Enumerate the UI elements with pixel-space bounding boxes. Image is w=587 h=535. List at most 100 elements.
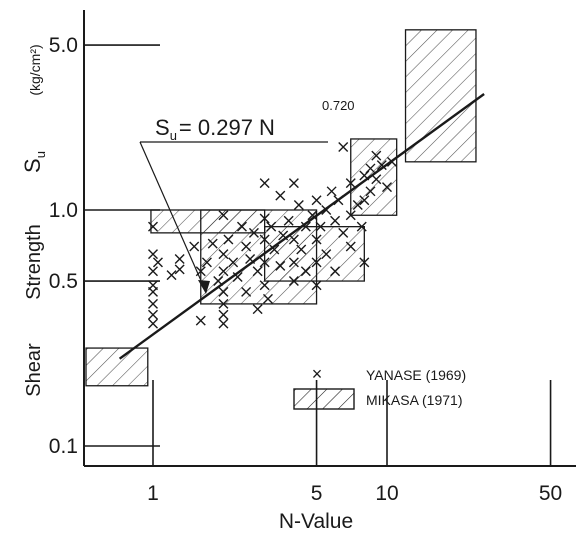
x-axis-label: N-Value	[279, 510, 353, 533]
yanase-point-62	[321, 249, 332, 260]
yanase-point-0	[148, 249, 158, 260]
yanase-point-50	[288, 276, 299, 287]
equation-rhs: = 0.297 N	[179, 115, 275, 140]
yanase-point-29	[241, 241, 252, 252]
yanase-point-81	[376, 160, 387, 171]
yanase-point-2	[148, 266, 158, 277]
legend: × YANASE (1969) MIKASA (1971)	[293, 364, 466, 410]
x-tick-label-0: 1	[147, 482, 159, 505]
yanase-point-46	[283, 215, 294, 226]
y-tick-label-2: 1.0	[49, 199, 78, 222]
yanase-point-49	[288, 257, 299, 268]
yanase-point-36	[259, 213, 270, 224]
yanase-point-1	[148, 221, 158, 232]
regression-line-group	[118, 93, 485, 360]
yanase-point-43	[275, 190, 286, 201]
yanase-point-34	[252, 304, 263, 315]
yanase-point-8	[152, 257, 163, 268]
yanase-point-16	[207, 238, 218, 249]
arrow-head	[198, 280, 210, 294]
yanase-point-47	[288, 178, 299, 189]
yanase-point-75	[359, 195, 370, 206]
yanase-point-70	[345, 210, 356, 221]
y-axis-label-unit: (kg/cm²)	[27, 44, 43, 95]
yanase-point-64	[330, 215, 341, 226]
yanase-point-4	[148, 286, 158, 297]
yanase-point-23	[218, 309, 229, 320]
x-tick-label-2: 10	[375, 482, 398, 505]
equation-text: Su= 0.297 N	[155, 115, 275, 143]
yanase-point-10	[174, 254, 185, 264]
yanase-point-78	[365, 186, 376, 197]
yanase-point-11	[174, 264, 185, 275]
yanase-point-82	[382, 182, 392, 193]
yanase-point-37	[259, 234, 270, 245]
yanase-point-33	[252, 266, 263, 277]
yanase-point-28	[236, 221, 247, 232]
mikasa-boxes	[85, 29, 477, 387]
yanase-point-80	[371, 174, 382, 185]
yanase-point-14	[195, 315, 206, 326]
yanase-point-57	[311, 234, 322, 245]
yanase-point-67	[338, 227, 349, 238]
yanase-point-42	[269, 244, 280, 255]
plot-frame	[83, 10, 576, 467]
yanase-point-51	[293, 200, 304, 210]
yanase-point-73	[356, 221, 367, 232]
mikasa-box-0	[85, 347, 149, 387]
yanase-point-48	[288, 234, 299, 245]
yanase-point-38	[259, 257, 270, 268]
x-tick-label-1: 5	[311, 482, 323, 505]
yanase-point-55	[307, 210, 318, 221]
yanase-point-18	[218, 210, 229, 221]
tick-marks	[84, 44, 552, 466]
yanase-point-26	[228, 257, 239, 268]
equation-lhs-subscript: u	[170, 128, 177, 143]
equation-lhs: S	[155, 115, 170, 140]
yanase-point-21	[218, 286, 229, 297]
yanase-point-56	[311, 195, 322, 206]
yanase-point-58	[311, 257, 322, 268]
legend-marker-hatched-box	[293, 388, 355, 410]
yanase-point-69	[345, 178, 356, 189]
yanase-point-20	[218, 266, 229, 277]
regression-line	[118, 93, 485, 360]
yanase-point-41	[266, 221, 277, 232]
mikasa-box-3	[263, 226, 365, 282]
yanase-point-35	[259, 178, 270, 189]
yanase-point-30	[241, 286, 252, 297]
yanase-point-19	[218, 249, 229, 260]
equation-exponent: 0.720	[322, 98, 355, 113]
yanase-point-12	[189, 241, 200, 252]
legend-label-mikasa: MIKASA (1971)	[366, 392, 463, 408]
y-tick-label-0: 0.1	[49, 435, 78, 458]
equation-leader-arrow	[139, 141, 207, 293]
yanase-point-65	[330, 266, 341, 277]
yanase-point-77	[365, 163, 376, 174]
yanase-point-72	[352, 200, 363, 210]
yanase-point-63	[326, 186, 337, 197]
y-axis-label: Shear Strength Su (kg/cm²)	[20, 44, 48, 396]
tick-labels: 1 5 10 50 0.1 0.5 1.0 5.0	[49, 34, 562, 505]
yanase-point-9	[166, 270, 177, 281]
yanase-point-44	[275, 260, 286, 271]
yanase-point-6	[148, 309, 158, 320]
yanase-point-32	[248, 227, 259, 238]
yanase-point-5	[148, 298, 158, 309]
yanase-point-54	[300, 266, 311, 277]
yanase-point-39	[259, 280, 270, 291]
legend-label-yanase: YANASE (1969)	[366, 367, 466, 383]
yanase-point-52	[296, 244, 307, 255]
yanase-point-71	[345, 241, 356, 252]
y-axis-symbol: S	[20, 158, 45, 173]
y-axis-label-shear: Shear	[23, 343, 45, 397]
y-axis-subscript: u	[33, 151, 48, 158]
y-tick-label-1: 0.5	[49, 270, 78, 293]
mikasa-box-5	[404, 29, 477, 163]
yanase-point-22	[218, 298, 229, 309]
yanase-point-24	[218, 318, 229, 329]
y-axis-label-symbol: Su	[20, 151, 48, 173]
yanase-point-7	[148, 318, 158, 329]
yanase-point-25	[223, 234, 234, 245]
